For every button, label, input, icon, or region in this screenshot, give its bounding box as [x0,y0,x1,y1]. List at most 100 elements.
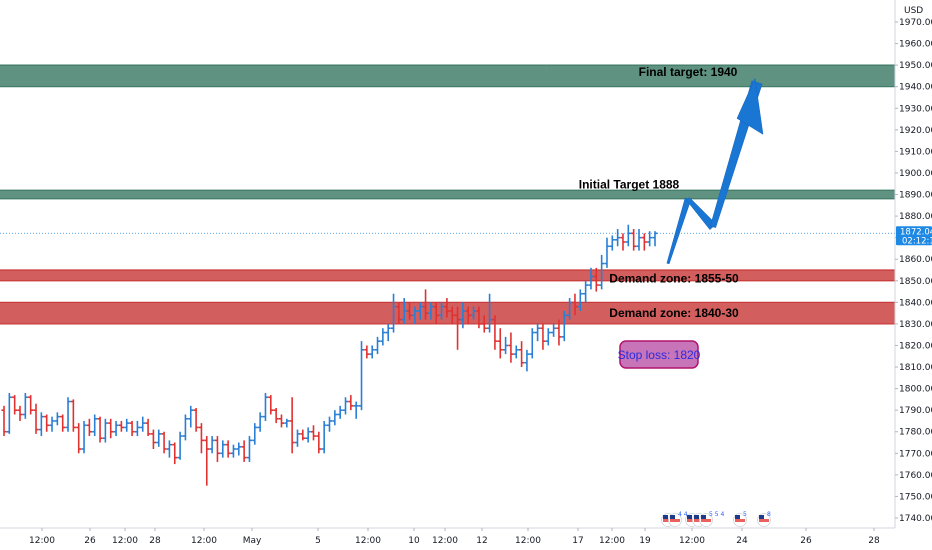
ohlc-bar [476,306,482,329]
ohlc-bar [289,397,295,454]
ohlc-bar [342,397,349,415]
ohlc-bar [188,405,194,428]
ohlc-bar [572,293,578,316]
ohlc-bar [300,429,306,441]
ohlc-bar [577,289,583,311]
projection-arrowhead [736,77,764,135]
ohlc-bar [492,315,498,350]
y-tick-label: 1750.000 [899,492,932,502]
ohlc-bar [257,412,263,432]
ohlc-bar [497,328,503,359]
ohlc-bar [412,306,418,324]
ohlc-bar [369,345,375,359]
ohlc-bar [545,328,551,346]
ohlc-bar [625,224,631,247]
ohlc-bar [129,420,135,437]
ohlc-bar [380,328,386,346]
ohlc-bar [140,416,146,432]
x-tick-label: 17 [572,536,583,546]
ohlc-bar [385,323,391,342]
initial-target-zone [0,190,895,199]
ohlc-bar [54,412,60,426]
ohlc-bar [166,440,173,458]
ohlc-bar [273,408,279,424]
ohlc-bar [593,267,599,292]
ohlc-bar [551,323,557,337]
y-tick-label: 1880.000 [899,212,932,222]
ohlc-bar [348,395,354,411]
ohlc-bar [583,280,589,303]
ohlc-bar [567,298,573,320]
ohlc-bar [108,418,114,439]
ohlc-bar [444,298,450,318]
y-tick-label: 1790.000 [899,406,932,416]
ohlc-bar [332,410,338,426]
ohlc-bar [641,233,647,251]
event-count: 5 5 4 [709,511,724,518]
ohlc-bar [535,323,541,342]
ohlc-bar [150,429,157,449]
ohlc-bar [636,229,642,251]
y-tick-label: 1810.000 [899,363,932,373]
ohlc-bar [615,229,621,247]
ohlc-bar [49,416,55,432]
ohlc-bar [1,405,7,437]
ohlc-bar [428,302,434,320]
ohlc-bar [262,392,269,421]
ohlc-bar [518,341,525,368]
event-flag-stripe [687,519,697,522]
x-tick-label: 12:00 [432,536,458,546]
ohlc-bar [22,392,28,419]
ohlc-bar [401,298,407,324]
event-flag-stripe [663,519,673,522]
event-marker: 5 5 4 [685,511,724,527]
ohlc-bar [321,420,327,454]
ohlc-bar [268,395,274,415]
ohlc-bar [449,306,455,324]
ohlc-bar [65,397,71,432]
ohlc-bar [422,289,429,320]
event-flag-canton [694,515,699,519]
projection-arrow [666,77,764,265]
projection-segment [666,197,692,265]
y-tick-label: 1960.000 [899,40,932,50]
ohlc-bar [316,431,322,454]
event-flag-canton [735,515,740,519]
ohlc-bar [28,395,34,415]
ohlc-bar [124,418,130,432]
ohlc-bar [326,416,333,432]
ohlc-bar [225,440,231,458]
ohlc-bar [193,408,199,432]
y-tick-label: 1830.000 [899,320,932,330]
x-tick-label: 28 [149,536,161,546]
ohlc-bar [438,302,445,320]
ohlc-bar [337,405,343,419]
ohlc-bar [609,235,615,251]
event-count: 5 [743,511,747,518]
current-price-value: 1872.040 [900,227,932,237]
x-tick-label: 19 [639,536,651,546]
ohlc-bar [406,302,413,320]
ohlc-bar [647,231,653,247]
ohlc-bar [6,392,12,434]
stop-loss-label: Stop loss: 1820 [618,348,701,362]
ohlc-bar [278,414,285,428]
currency-label: USD [904,6,923,16]
ohlc-bar [236,442,242,456]
ohlc-bar [364,345,370,359]
y-tick-label: 1780.000 [899,428,932,438]
stop-loss-box[interactable]: Stop loss: 1820 [618,340,701,369]
event-flag-stripe [670,519,680,522]
ohlc-bar [358,341,365,411]
ohlc-bar [172,442,178,465]
ohlc-bar [118,420,124,432]
x-tick-label: 28 [868,536,880,546]
event-count: 8 [767,511,771,518]
x-axis[interactable]: 12:00 26 12:00 28 12:00 May 5 12:00 10 12:00 12 12:… [29,528,880,546]
y-axis[interactable]: USD 1740.000 1750.000 1760.000 1770.000 1780.… [0,0,932,529]
ohlc-bar [620,233,626,251]
ohlc-bar [396,302,402,324]
ohlc-bar [353,401,359,419]
ohlc-bar [652,231,658,247]
